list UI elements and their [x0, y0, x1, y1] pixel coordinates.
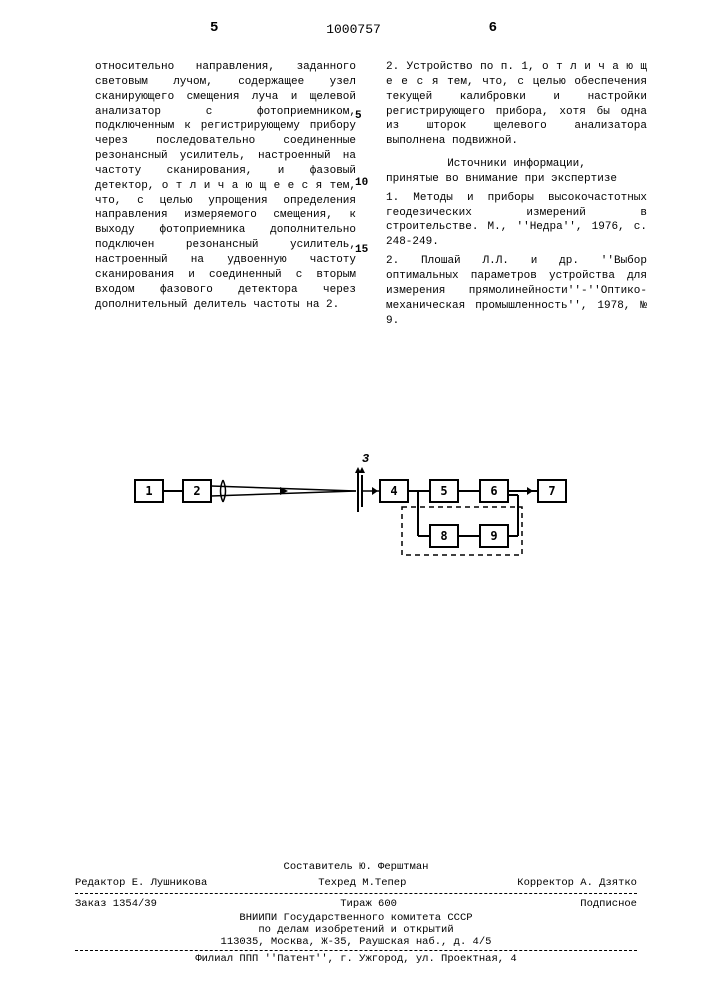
sources-subtitle: принятые во внимание при экспертизе: [386, 172, 647, 187]
svg-text:5: 5: [440, 484, 447, 498]
corrector: Корректор А. Дзятко: [517, 877, 637, 889]
page-right: 6: [489, 20, 497, 36]
claim-text: относительно направления, заданного свет…: [95, 60, 356, 312]
subscription: Подписное: [580, 898, 637, 910]
svg-text:2: 2: [193, 484, 200, 498]
document-number: 1000757: [326, 22, 381, 37]
composer: Составитель Ю. Ферштман: [284, 861, 429, 873]
svg-text:8: 8: [440, 529, 447, 543]
svg-text:7: 7: [548, 484, 555, 498]
svg-text:4: 4: [390, 484, 397, 498]
org-line2: по делам изобретений и открытий: [75, 924, 637, 936]
left-column: относительно направления, заданного свет…: [95, 60, 356, 332]
block-diagram: 1 2 4 5 6 7 8 9 3: [130, 440, 590, 560]
sources-title: Источники информации,: [386, 157, 647, 172]
source-1: 1. Методы и приборы высокочастотных геод…: [386, 191, 647, 250]
tirazh: Тираж 600: [340, 898, 397, 910]
right-column: 2. Устройство по п. 1, о т л и ч а ю щ е…: [386, 60, 647, 332]
svg-text:1: 1: [145, 484, 152, 498]
org-address: 113035, Москва, Ж-35, Раушская наб., д. …: [75, 936, 637, 948]
claim2-text: 2. Устройство по п. 1, о т л и ч а ю щ е…: [386, 60, 647, 149]
page-left: 5: [210, 20, 218, 36]
org-line1: ВНИИПИ Государственного комитета СССР: [75, 912, 637, 924]
svg-text:3: 3: [362, 452, 369, 466]
editor: Редактор Е. Лушникова: [75, 877, 207, 889]
svg-text:6: 6: [490, 484, 497, 498]
order-num: Заказ 1354/39: [75, 898, 157, 910]
branch: Филиал ППП ''Патент'', г. Ужгород, ул. П…: [75, 953, 637, 965]
footer: Составитель Ю. Ферштман Редактор Е. Лушн…: [75, 859, 637, 965]
techred: Техред М.Тепер: [318, 877, 406, 889]
svg-text:9: 9: [490, 529, 497, 543]
source-2: 2. Плошай Л.Л. и др. ''Выбор оптимальных…: [386, 254, 647, 328]
